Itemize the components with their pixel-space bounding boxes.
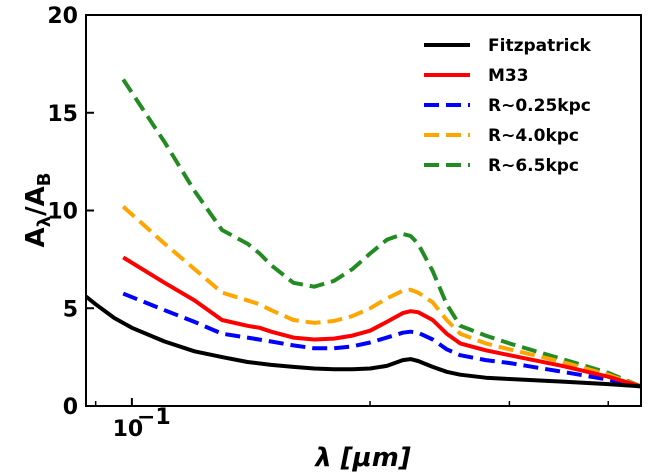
x-tick-exponent: −1 xyxy=(137,405,171,430)
y-axis-label-main: A xyxy=(21,227,51,247)
series-line-r-0-25kpc xyxy=(122,291,642,389)
series-line-r-4-0kpc xyxy=(121,205,642,389)
legend-label: Fitzpatrick xyxy=(488,36,592,56)
legend-label: R~6.5kpc xyxy=(488,156,579,176)
y-tick-label: 15 xyxy=(47,102,78,127)
y-tick-label: 5 xyxy=(63,297,78,322)
series-line-fitzpatrick xyxy=(84,294,642,389)
legend-label: R~4.0kpc xyxy=(488,126,579,146)
legend-label: M33 xyxy=(488,66,529,86)
series-line-r-6-5kpc xyxy=(121,78,642,389)
y-axis-label-main2: A xyxy=(21,186,51,206)
series-layer xyxy=(84,78,642,389)
y-axis-label: Aλ/AB xyxy=(21,173,55,248)
legend: Fitzpatrick M33 R~0.25kpc R~4.0kpc R~6.5kpc xyxy=(424,36,592,176)
legend-label: R~0.25kpc xyxy=(488,96,591,116)
y-tick-label: 20 xyxy=(47,4,78,29)
y-tick-label: 0 xyxy=(63,395,78,420)
y-axis-label-sub2: B xyxy=(34,173,55,187)
y-axis-label-sub1: λ xyxy=(34,216,55,227)
x-axis-label: λ [μm] xyxy=(313,443,411,473)
plot-frame xyxy=(85,14,642,407)
y-axis-label-slash: / xyxy=(21,206,51,216)
series-line-m33 xyxy=(122,255,642,389)
x-tick-label: 10 xyxy=(113,417,144,442)
y-tick-label: 10 xyxy=(47,200,78,225)
